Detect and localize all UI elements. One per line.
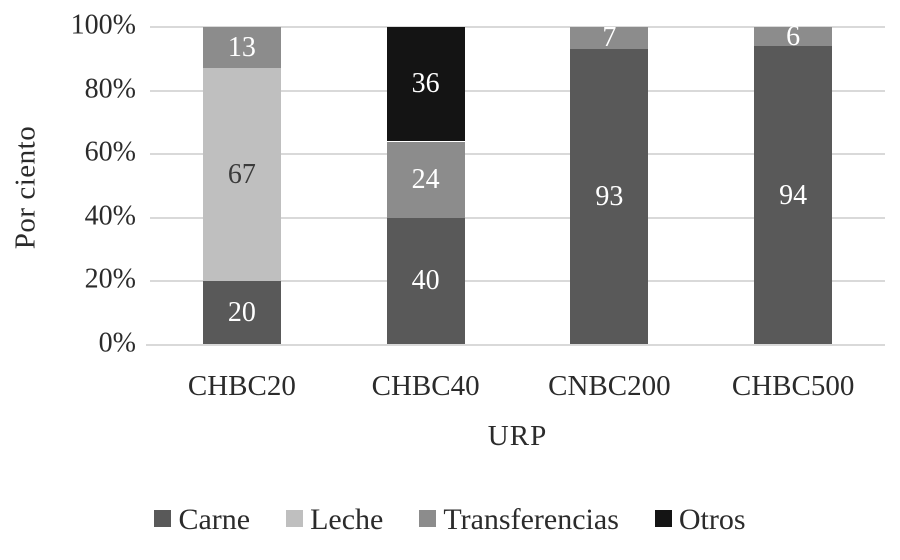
x-category-label-CHBC500: CHBC500: [731, 370, 855, 402]
x-axis-title: URP: [487, 420, 548, 452]
legend-label: Carne: [178, 503, 251, 536]
segment-CHBC20-Transferencias: 13: [202, 27, 281, 69]
segment-value-label: 7: [602, 22, 617, 54]
gridline-60: [150, 153, 885, 156]
gridline-100: [150, 26, 885, 28]
segment-CNBC200-Carne: 93: [570, 49, 649, 345]
segment-CHBC40-Carne: 40: [386, 217, 465, 345]
segment-value-label: 6: [786, 20, 801, 52]
stacked-bar-CHBC40: 40 24 36: [386, 27, 465, 345]
bar-slot-CHBC40: 40 24 36: [334, 27, 518, 345]
segment-CHBC500-Transferencias: 6: [754, 22, 833, 50]
segment-value-label: 24: [411, 163, 440, 195]
legend-marker-icon: [286, 509, 304, 527]
bar-slot-CHBC500: 94 6: [701, 22, 885, 345]
x-category-label-CHBC40: CHBC40: [371, 370, 480, 402]
segment-value-label: 94: [779, 179, 808, 211]
legend-label: Leche: [310, 503, 384, 536]
x-category-label-CHBC20: CHBC20: [187, 370, 296, 402]
stacked-bar-CHBC500: 94 6: [754, 22, 833, 345]
segment-CHBC500-Carne: 94: [754, 46, 833, 345]
x-axis-line: [146, 344, 885, 346]
legend-item-Transferencias: Transferencias: [419, 503, 619, 537]
segment-CHBC20-Leche: 67: [202, 68, 281, 282]
bars-container: 20 67 13 40 24 36 93 7 94 6: [150, 22, 885, 345]
plot-area: 20 67 13 40 24 36 93 7 94 6: [146, 22, 885, 346]
legend-label: Transferencias: [443, 503, 619, 536]
gridline-40: [150, 216, 885, 219]
stacked-bar-CNBC200: 93 7: [570, 22, 649, 345]
segment-CHBC40-Transferencias: 24: [386, 141, 465, 218]
legend-marker-icon: [154, 509, 172, 527]
y-axis-tick-labels: 0% 20% 40% 60% 80% 100%: [0, 10, 136, 359]
segment-value-label: 67: [227, 158, 256, 190]
segment-value-label: 40: [411, 265, 440, 297]
x-axis-category-labels: CHBC20 CHBC40 CNBC200 CHBC500: [150, 370, 885, 403]
bar-slot-CNBC200: 93 7: [518, 22, 702, 345]
chart-legend: Carne Leche Transferencias Otros: [0, 503, 900, 537]
x-category-label-CNBC200: CNBC200: [548, 370, 671, 402]
segment-CHBC20-Carne: 20: [202, 281, 281, 345]
gridline-20: [150, 280, 885, 283]
segment-value-label: 93: [595, 181, 624, 213]
y-tick-label-0: 0%: [98, 327, 136, 359]
legend-marker-icon: [654, 509, 672, 527]
y-tick-label-40: 40%: [84, 200, 136, 232]
y-tick-label-100: 100%: [70, 9, 136, 41]
legend-label: Otros: [678, 503, 746, 536]
legend-marker-icon: [419, 509, 437, 527]
gridline-80: [150, 89, 885, 92]
legend-item-Carne: Carne: [154, 503, 250, 537]
y-tick-label-20: 20%: [84, 264, 136, 296]
segment-value-label: 36: [411, 68, 440, 100]
segment-CHBC40-Otros: 36: [386, 27, 465, 142]
legend-item-Otros: Otros: [654, 503, 746, 537]
segment-value-label: 20: [227, 297, 256, 329]
segment-value-label: 13: [227, 31, 256, 63]
bar-slot-CHBC20: 20 67 13: [150, 27, 334, 345]
y-tick-label-60: 60%: [84, 136, 136, 168]
y-tick-label-80: 80%: [84, 73, 136, 105]
legend-item-Leche: Leche: [286, 503, 383, 537]
stacked-bar-CHBC20: 20 67 13: [202, 27, 281, 345]
segment-CNBC200-Transferencias: 7: [570, 22, 649, 54]
